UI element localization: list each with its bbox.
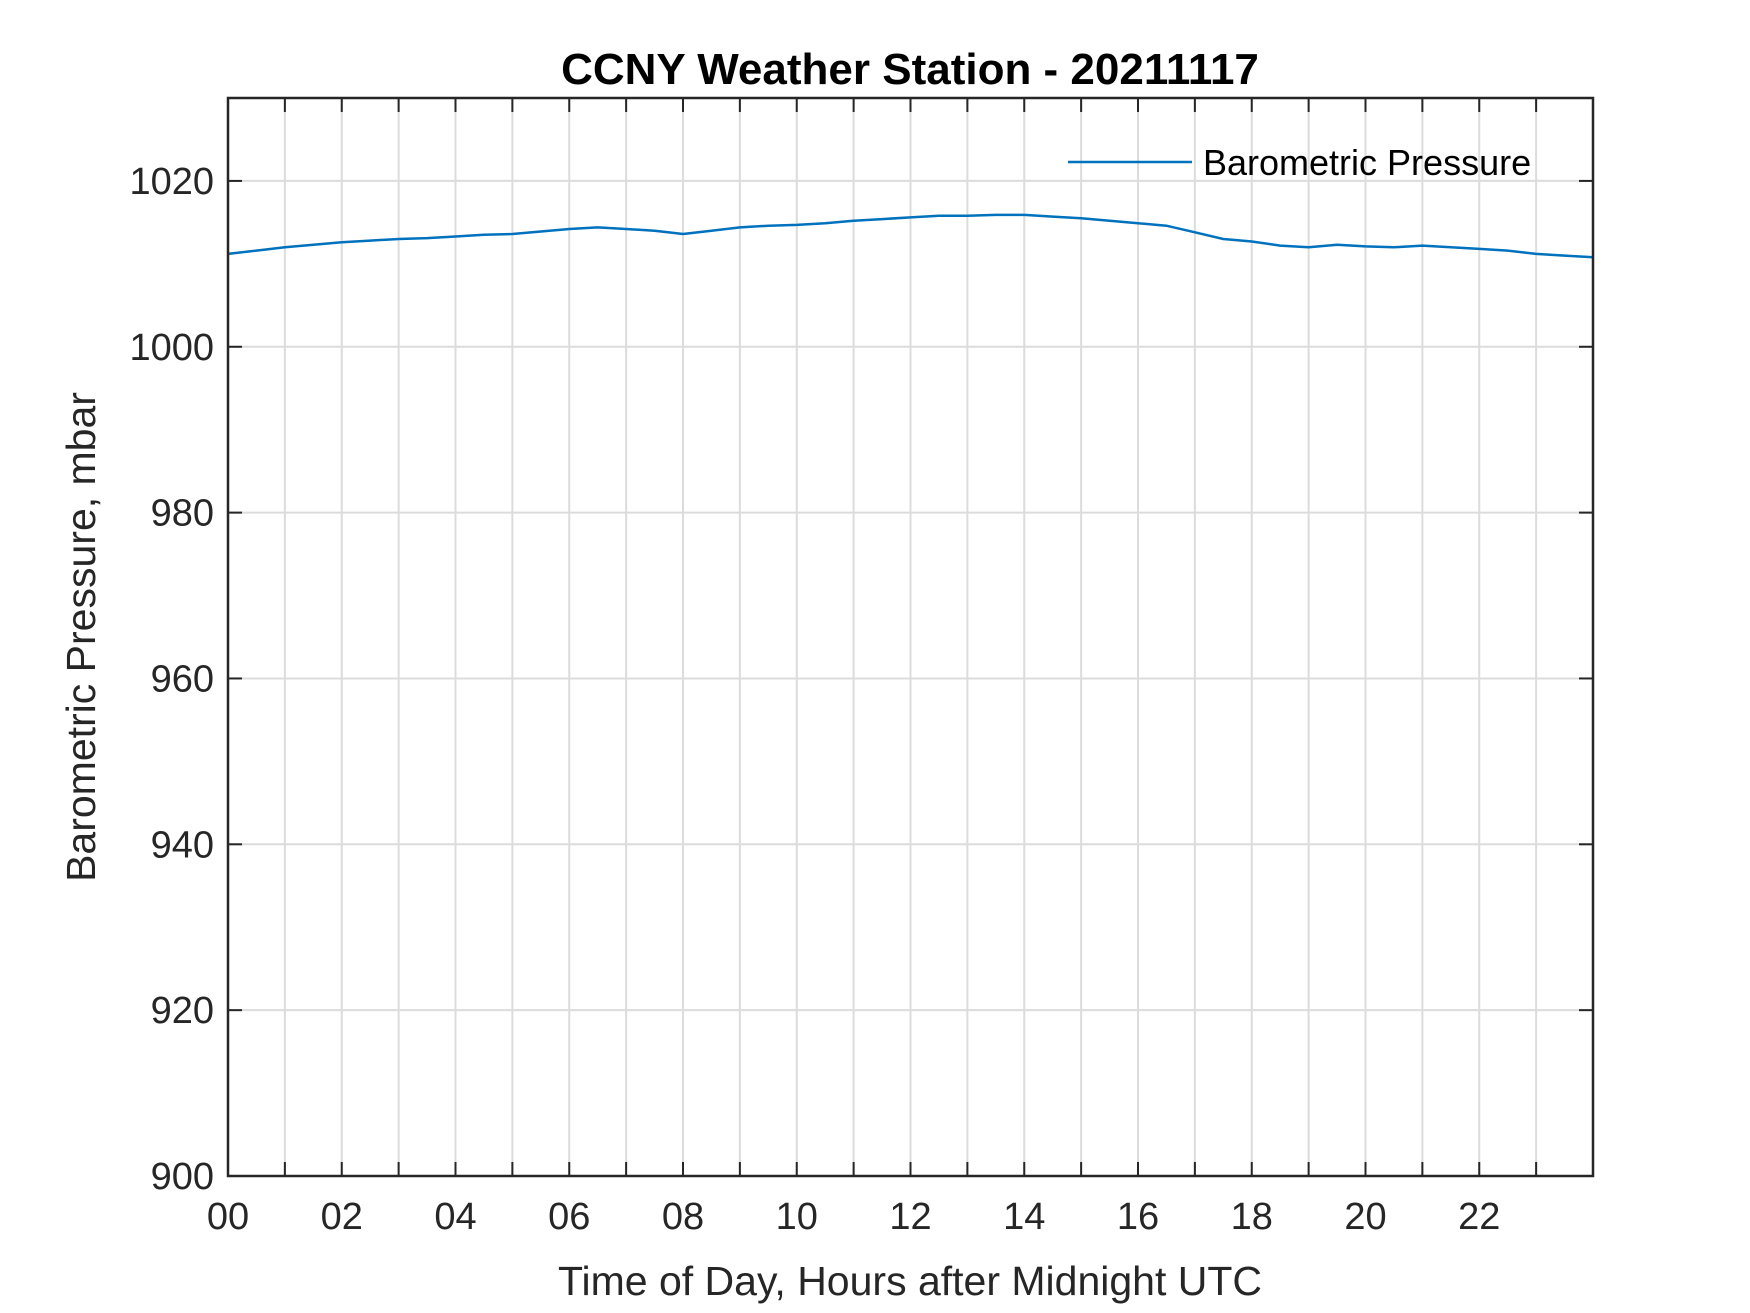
x-tick-label: 02 [321, 1196, 363, 1238]
legend: Barometric Pressure [1068, 142, 1531, 183]
y-tick-label: 1020 [129, 161, 214, 203]
x-tick-label: 04 [434, 1196, 476, 1238]
gridlines [228, 98, 1593, 1176]
legend-label-barometric-pressure: Barometric Pressure [1203, 142, 1531, 183]
series-line-barometric-pressure [227, 213, 1594, 259]
x-tick-label: 08 [662, 1196, 704, 1238]
y-axis-label: Barometric Pressure, mbar [58, 392, 104, 882]
x-tick-label: 06 [548, 1196, 590, 1238]
x-tick-label: 20 [1344, 1196, 1386, 1238]
y-tick-label: 980 [151, 493, 214, 535]
x-tick-label: 12 [889, 1196, 931, 1238]
x-axis-tick-labels: 00 02 04 06 08 10 12 14 16 18 20 22 [207, 1196, 1501, 1238]
x-tick-label: 10 [776, 1196, 818, 1238]
x-tick-label: 22 [1458, 1196, 1500, 1238]
y-tick-label: 1000 [129, 327, 214, 369]
y-tick-label: 900 [151, 1156, 214, 1198]
x-tick-label: 14 [1003, 1196, 1045, 1238]
x-tick-label: 18 [1231, 1196, 1273, 1238]
x-tick-label: 16 [1117, 1196, 1159, 1238]
y-axis-tick-labels: 900 920 940 960 980 1000 1020 [129, 161, 214, 1198]
series-layer [227, 213, 1594, 259]
y-tick-label: 960 [151, 658, 214, 700]
chart-title: CCNY Weather Station - 20211117 [561, 45, 1259, 94]
x-tick-label: 00 [207, 1196, 249, 1238]
x-axis-label: Time of Day, Hours after Midnight UTC [558, 1258, 1262, 1304]
y-tick-label: 940 [151, 824, 214, 866]
tick-marks [228, 98, 1593, 1177]
y-tick-label: 920 [151, 990, 214, 1032]
